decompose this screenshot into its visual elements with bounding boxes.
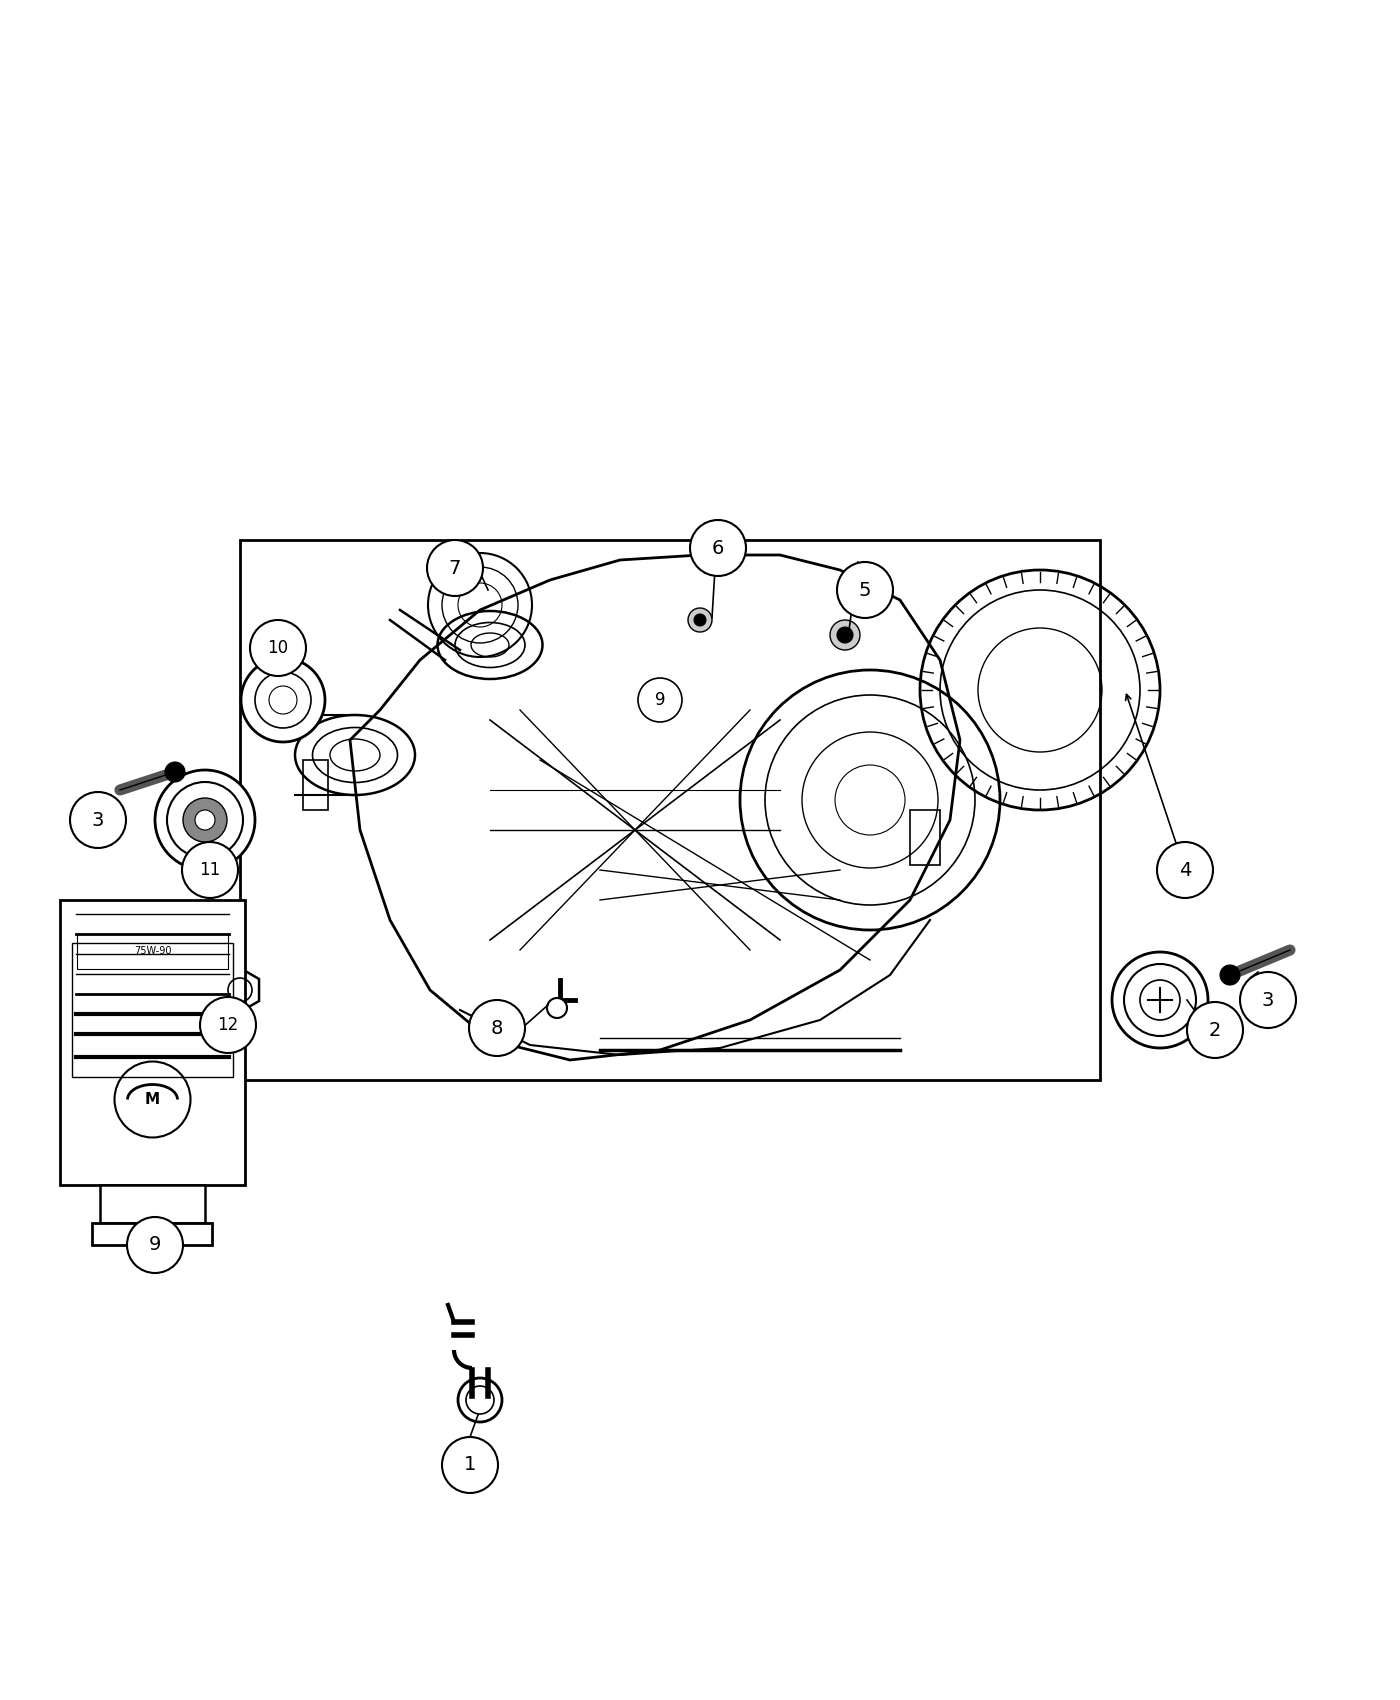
- Circle shape: [837, 563, 893, 619]
- Circle shape: [442, 1436, 498, 1493]
- Text: 12: 12: [217, 1017, 238, 1034]
- Circle shape: [694, 614, 706, 626]
- Text: 6: 6: [711, 539, 724, 558]
- Bar: [71, 944, 232, 1076]
- Circle shape: [195, 809, 216, 830]
- Circle shape: [690, 520, 746, 576]
- Circle shape: [427, 541, 483, 597]
- Bar: [99, 1185, 204, 1222]
- Circle shape: [182, 842, 238, 898]
- Circle shape: [458, 1379, 503, 1421]
- Text: 75W-90: 75W-90: [134, 947, 171, 957]
- Circle shape: [1240, 972, 1296, 1028]
- Text: 2: 2: [1208, 1020, 1221, 1039]
- Text: 11: 11: [199, 860, 221, 879]
- Text: 4: 4: [1179, 860, 1191, 879]
- Circle shape: [687, 609, 713, 632]
- Text: 7: 7: [449, 559, 461, 578]
- Circle shape: [241, 658, 325, 741]
- Bar: [302, 760, 328, 809]
- Circle shape: [830, 620, 860, 649]
- Circle shape: [1156, 842, 1212, 898]
- Circle shape: [837, 627, 853, 643]
- Circle shape: [165, 762, 185, 782]
- Circle shape: [469, 1000, 525, 1056]
- Text: 8: 8: [491, 1018, 503, 1037]
- Circle shape: [200, 996, 256, 1052]
- Bar: [92, 1222, 211, 1244]
- Bar: [239, 541, 1100, 1080]
- Circle shape: [1187, 1001, 1243, 1057]
- Circle shape: [251, 620, 307, 677]
- Circle shape: [127, 1217, 183, 1273]
- Circle shape: [155, 770, 255, 870]
- Bar: [77, 935, 228, 969]
- Text: 5: 5: [858, 580, 871, 600]
- Text: 9: 9: [148, 1236, 161, 1255]
- Circle shape: [547, 998, 567, 1018]
- Circle shape: [1219, 966, 1240, 984]
- Text: 10: 10: [267, 639, 288, 656]
- Polygon shape: [221, 967, 259, 1012]
- Bar: [910, 809, 939, 865]
- Text: M: M: [146, 1091, 160, 1107]
- Text: 1: 1: [463, 1455, 476, 1474]
- Text: 9: 9: [655, 690, 665, 709]
- Circle shape: [70, 792, 126, 848]
- Circle shape: [1112, 952, 1208, 1047]
- Text: 3: 3: [1261, 991, 1274, 1010]
- Text: 3: 3: [92, 811, 104, 830]
- Polygon shape: [60, 899, 245, 1185]
- Circle shape: [183, 797, 227, 842]
